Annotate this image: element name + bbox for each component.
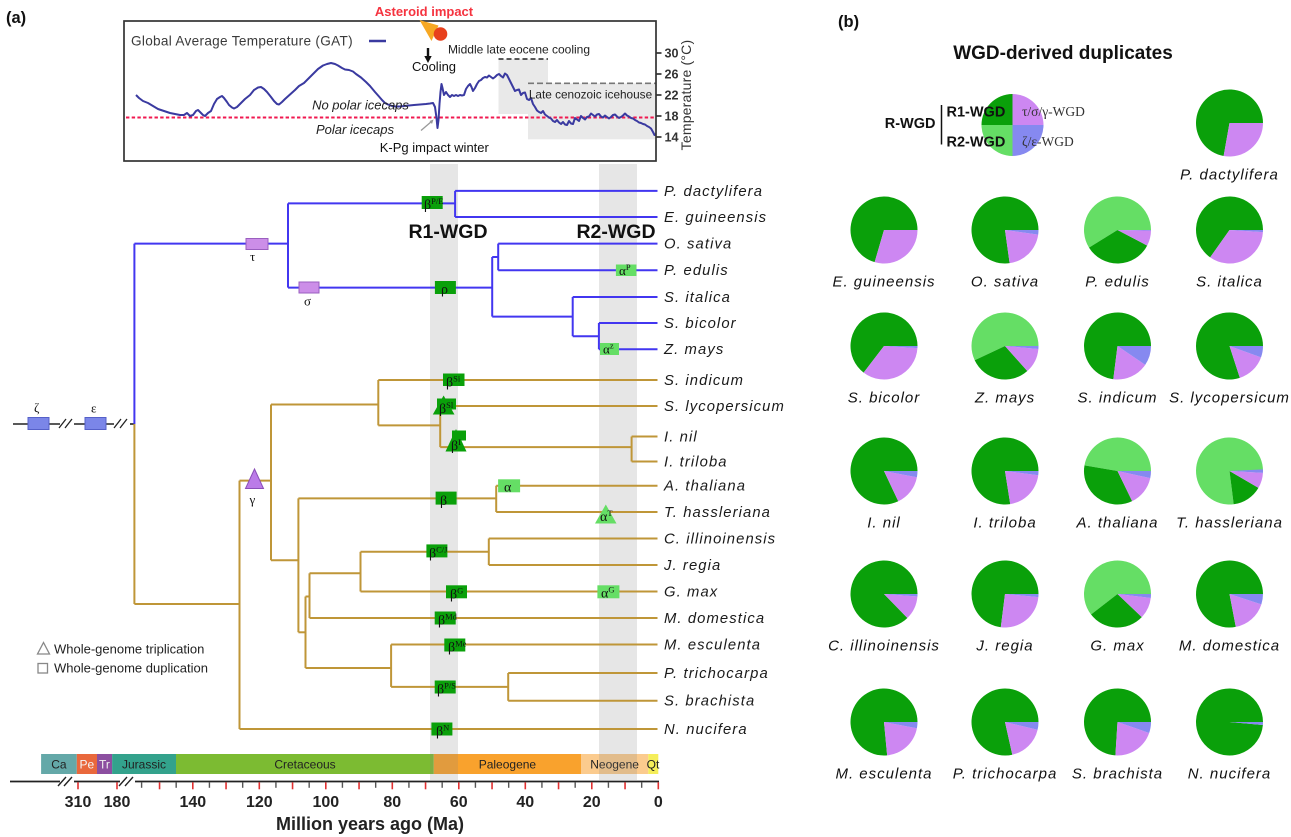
- svg-text:ζ: ζ: [34, 400, 40, 415]
- svg-text:P. dactylifera: P. dactylifera: [664, 184, 763, 200]
- svg-text:Cretaceous: Cretaceous: [274, 758, 335, 772]
- svg-text:T. hassleriana: T. hassleriana: [1176, 515, 1283, 532]
- svg-text:S. lycopersicum: S. lycopersicum: [1169, 390, 1290, 407]
- svg-text:Pe: Pe: [80, 758, 95, 772]
- svg-text:S. brachista: S. brachista: [1072, 766, 1163, 783]
- svg-text:22: 22: [665, 89, 679, 103]
- svg-text:σ: σ: [304, 294, 311, 309]
- svg-text:(a): (a): [6, 9, 26, 27]
- svg-text:WGD-derived duplicates: WGD-derived duplicates: [953, 43, 1173, 64]
- svg-text:100: 100: [312, 794, 339, 811]
- svg-text:Middle late eocene cooling: Middle late eocene cooling: [448, 43, 590, 57]
- svg-text:Z. mays: Z. mays: [663, 342, 724, 358]
- svg-text:A. thaliana: A. thaliana: [663, 479, 746, 495]
- svg-text:R1-WGD: R1-WGD: [947, 105, 1006, 121]
- svg-text:O. sativa: O. sativa: [664, 236, 732, 252]
- svg-text:P. trichocarpa: P. trichocarpa: [953, 766, 1058, 783]
- svg-text:30: 30: [665, 47, 679, 61]
- svg-text:αz: αz: [603, 341, 614, 357]
- svg-text:S. indicum: S. indicum: [664, 373, 744, 389]
- svg-text:M. esculenta: M. esculenta: [835, 766, 932, 783]
- svg-text:20: 20: [583, 794, 601, 811]
- svg-text:Z. mays: Z. mays: [974, 390, 1035, 407]
- svg-text:M. domestica: M. domestica: [664, 611, 765, 627]
- svg-text:J. regia: J. regia: [975, 638, 1033, 655]
- svg-text:(b): (b): [838, 13, 859, 31]
- svg-text:G. max: G. max: [1090, 638, 1144, 655]
- svg-text:E. guineensis: E. guineensis: [832, 274, 935, 291]
- svg-text:S. bicolor: S. bicolor: [848, 390, 921, 407]
- svg-text:I. nil: I. nil: [664, 429, 698, 445]
- svg-text:P. edulis: P. edulis: [664, 263, 729, 279]
- svg-text:ε: ε: [91, 401, 97, 416]
- svg-text:Jurassic: Jurassic: [122, 758, 166, 772]
- svg-text:Ca: Ca: [51, 758, 67, 772]
- svg-text:γ: γ: [249, 492, 256, 507]
- svg-text:Asteroid impact: Asteroid impact: [375, 4, 474, 19]
- svg-text:C. illinoinensis: C. illinoinensis: [828, 638, 940, 655]
- svg-text:Cooling: Cooling: [412, 59, 456, 74]
- svg-text:I. nil: I. nil: [867, 515, 901, 532]
- svg-text:No polar icecaps: No polar icecaps: [312, 98, 409, 113]
- svg-text:M. esculenta: M. esculenta: [664, 637, 761, 653]
- svg-text:Qt: Qt: [647, 758, 660, 772]
- svg-text:α: α: [504, 481, 512, 496]
- svg-text:τ/σ/γ-WGD: τ/σ/γ-WGD: [1022, 104, 1085, 119]
- svg-text:S. italica: S. italica: [1196, 274, 1263, 291]
- svg-text:J. regia: J. regia: [663, 558, 721, 574]
- svg-text:R2-WGD: R2-WGD: [576, 221, 655, 243]
- svg-text:β: β: [440, 494, 447, 509]
- svg-text:P. dactylifera: P. dactylifera: [1180, 167, 1279, 184]
- svg-text:R2-WGD: R2-WGD: [947, 135, 1006, 151]
- svg-text:N. nucifera: N. nucifera: [1188, 766, 1272, 783]
- svg-text:C. illinoinensis: C. illinoinensis: [664, 531, 776, 547]
- svg-text:Late cenozoic icehouse: Late cenozoic icehouse: [529, 88, 653, 102]
- svg-text:S. italica: S. italica: [664, 290, 731, 306]
- svg-text:60: 60: [450, 794, 468, 811]
- svg-text:Million years ago (Ma): Million years ago (Ma): [276, 814, 464, 834]
- svg-text:Polar icecaps: Polar icecaps: [316, 122, 395, 137]
- svg-text:P. edulis: P. edulis: [1085, 274, 1150, 291]
- svg-text:τ: τ: [250, 249, 255, 264]
- svg-text:G. max: G. max: [664, 584, 718, 600]
- svg-text:80: 80: [383, 794, 401, 811]
- svg-text:βG: βG: [450, 586, 463, 603]
- svg-text:I. triloba: I. triloba: [973, 515, 1036, 532]
- svg-text:I. triloba: I. triloba: [664, 454, 728, 470]
- svg-text:180: 180: [104, 794, 131, 811]
- svg-text:14: 14: [665, 131, 679, 145]
- svg-text:K-Pg impact winter: K-Pg impact winter: [380, 140, 490, 155]
- svg-text:140: 140: [179, 794, 206, 811]
- svg-text:26: 26: [665, 68, 679, 82]
- svg-text:S. bicolor: S. bicolor: [664, 316, 737, 332]
- svg-text:S. brachista: S. brachista: [664, 694, 755, 710]
- svg-text:18: 18: [665, 110, 679, 124]
- svg-text:E. guineensis: E. guineensis: [664, 210, 767, 226]
- svg-text:Global Average Temperature (GA: Global Average Temperature (GAT): [131, 34, 353, 49]
- svg-text:310: 310: [65, 794, 92, 811]
- svg-text:O. sativa: O. sativa: [971, 274, 1039, 291]
- svg-text:40: 40: [516, 794, 534, 811]
- svg-text:ζ/ε-WGD: ζ/ε-WGD: [1022, 134, 1074, 149]
- svg-text:βI: βI: [451, 437, 461, 454]
- svg-text:S. lycopersicum: S. lycopersicum: [664, 399, 785, 415]
- svg-text:T. hassleriana: T. hassleriana: [664, 505, 771, 521]
- svg-text:Whole-genome triplication: Whole-genome triplication: [54, 642, 204, 657]
- svg-text:120: 120: [246, 794, 273, 811]
- svg-text:Whole-genome duplication: Whole-genome duplication: [54, 661, 208, 676]
- svg-text:ρ: ρ: [441, 283, 448, 298]
- svg-text:0: 0: [654, 794, 663, 811]
- svg-text:Neogene: Neogene: [590, 758, 639, 772]
- svg-text:αP: αP: [619, 262, 631, 278]
- svg-text:P. trichocarpa: P. trichocarpa: [664, 666, 769, 682]
- svg-text:R-WGD: R-WGD: [885, 116, 936, 132]
- svg-text:Temperature (°C): Temperature (°C): [678, 40, 694, 151]
- svg-text:A. thaliana: A. thaliana: [1076, 515, 1159, 532]
- svg-text:R1-WGD: R1-WGD: [408, 221, 487, 243]
- svg-text:Tr: Tr: [99, 758, 110, 772]
- svg-text:Paleogene: Paleogene: [479, 758, 537, 772]
- svg-text:N. nucifera: N. nucifera: [664, 722, 748, 738]
- svg-text:S. indicum: S. indicum: [1077, 390, 1157, 407]
- svg-text:M. domestica: M. domestica: [1179, 638, 1280, 655]
